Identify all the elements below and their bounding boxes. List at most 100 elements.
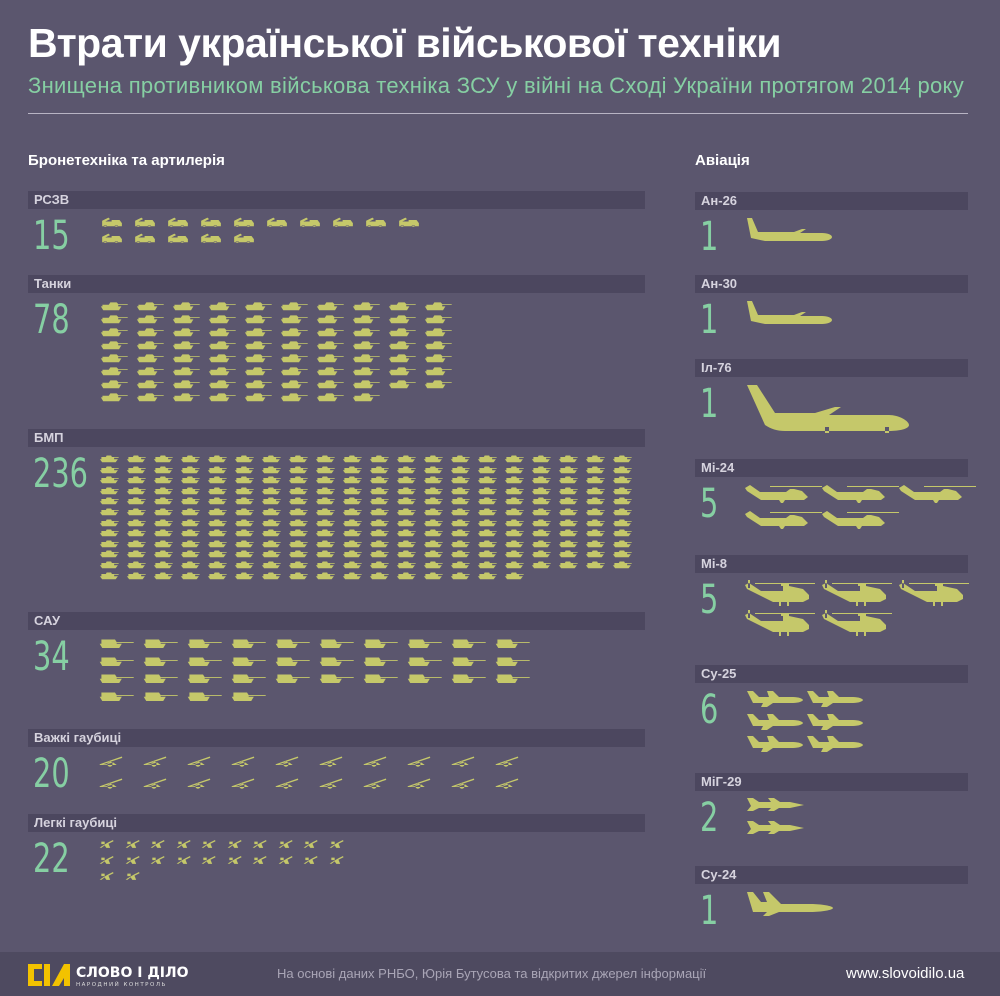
mlrs-icon — [234, 233, 254, 244]
tank-icon — [316, 367, 344, 376]
ifv-icon — [315, 466, 335, 473]
ifv-icon — [504, 508, 524, 516]
ifv-icon — [180, 476, 200, 484]
heavy-howitzer-icon — [407, 778, 431, 789]
tank-icon — [280, 367, 308, 376]
icon-grid — [745, 383, 918, 435]
tank-icon — [208, 328, 236, 337]
ifv-icon — [369, 497, 389, 505]
category-bar: Іл-76 — [695, 359, 968, 377]
tank-icon — [280, 341, 308, 350]
tank-icon — [424, 315, 452, 324]
ifv-icon — [126, 550, 146, 558]
ifv-icon — [180, 487, 200, 495]
ifv-icon — [126, 519, 146, 526]
spg-icon — [99, 657, 134, 666]
ifv-icon — [180, 540, 200, 548]
ifv-icon — [369, 455, 389, 463]
ifv-icon — [342, 561, 362, 569]
icon-grid — [745, 216, 838, 244]
tank-icon — [316, 393, 344, 402]
ifv-icon — [477, 455, 497, 463]
category-label: Су-25 — [701, 666, 737, 681]
tank-icon — [388, 367, 416, 376]
fighter-jet-icon — [747, 821, 804, 834]
ifv-icon — [612, 455, 632, 463]
mlrs-icon — [102, 217, 122, 228]
tank-icon — [100, 341, 128, 350]
ifv-icon — [558, 497, 578, 505]
ifv-icon — [207, 529, 227, 537]
ifv-icon — [342, 466, 362, 473]
heavy-howitzer-icon — [451, 778, 475, 789]
heavy-howitzer-icon — [495, 778, 519, 789]
category-count: 236 — [33, 451, 88, 497]
heavy-howitzer-icon — [407, 756, 431, 767]
tank-icon — [352, 302, 380, 311]
spg-icon — [319, 674, 354, 684]
attack-jet-icon — [807, 691, 863, 707]
light-howitzer-icon — [329, 855, 344, 864]
icon-grid — [745, 890, 834, 918]
ifv-icon — [99, 487, 119, 495]
divider — [28, 113, 968, 114]
ifv-icon — [315, 476, 335, 484]
logo[interactable]: СЛОВО І ДІЛО НАРОДНИЙ КОНТРОЛЬ — [28, 962, 198, 993]
spg-icon — [231, 692, 266, 701]
ifv-icon — [585, 487, 605, 495]
ifv-icon — [450, 572, 470, 579]
icon-grid — [98, 454, 639, 581]
ifv-icon — [450, 487, 470, 495]
light-howitzer-icon — [99, 855, 114, 864]
icon-grid — [98, 300, 459, 404]
ifv-icon — [477, 487, 497, 495]
category-label: БМП — [34, 430, 64, 445]
ifv-icon — [477, 540, 497, 548]
ifv-icon — [396, 540, 416, 548]
category-count: 1 — [700, 381, 719, 427]
category-bar: Легкі гаубиці — [28, 814, 645, 832]
tank-icon — [352, 315, 380, 324]
ifv-icon — [396, 455, 416, 463]
ifv-icon — [207, 519, 227, 526]
ifv-icon — [342, 540, 362, 548]
category-bar: Су-25 — [695, 665, 968, 683]
ifv-icon — [450, 508, 470, 516]
tank-icon — [100, 315, 128, 324]
spg-icon — [363, 674, 398, 684]
ifv-icon — [315, 550, 335, 558]
tank-icon — [424, 302, 452, 311]
ifv-icon — [288, 529, 308, 537]
ifv-icon — [342, 487, 362, 495]
ifv-icon — [585, 455, 605, 463]
spg-icon — [451, 657, 486, 666]
mlrs-icon — [168, 217, 188, 228]
ifv-icon — [126, 561, 146, 569]
ifv-icon — [99, 497, 119, 505]
ifv-icon — [288, 508, 308, 516]
website-link[interactable]: www.slovoidilo.ua — [846, 965, 965, 982]
heavy-howitzer-icon — [99, 756, 123, 767]
light-howitzer-icon — [125, 855, 140, 864]
category-bar: МіГ-29 — [695, 773, 968, 791]
ifv-icon — [207, 455, 227, 463]
tank-icon — [280, 302, 308, 311]
ifv-icon — [288, 561, 308, 569]
light-howitzer-icon — [201, 839, 216, 848]
mlrs-icon — [366, 217, 386, 228]
mlrs-icon — [102, 233, 122, 244]
ifv-icon — [558, 519, 578, 526]
category-bar: БМП — [28, 429, 645, 447]
tank-icon — [244, 328, 272, 337]
ifv-icon — [531, 529, 551, 537]
transport-helicopter-icon — [822, 610, 892, 636]
ifv-icon — [261, 466, 281, 473]
category-label: Іл-76 — [701, 360, 732, 375]
tank-icon — [244, 302, 272, 311]
tank-icon — [208, 302, 236, 311]
ifv-icon — [558, 466, 578, 473]
tank-icon — [388, 302, 416, 311]
attack-jet-icon — [747, 736, 803, 752]
ifv-icon — [585, 508, 605, 516]
ifv-icon — [153, 497, 173, 505]
